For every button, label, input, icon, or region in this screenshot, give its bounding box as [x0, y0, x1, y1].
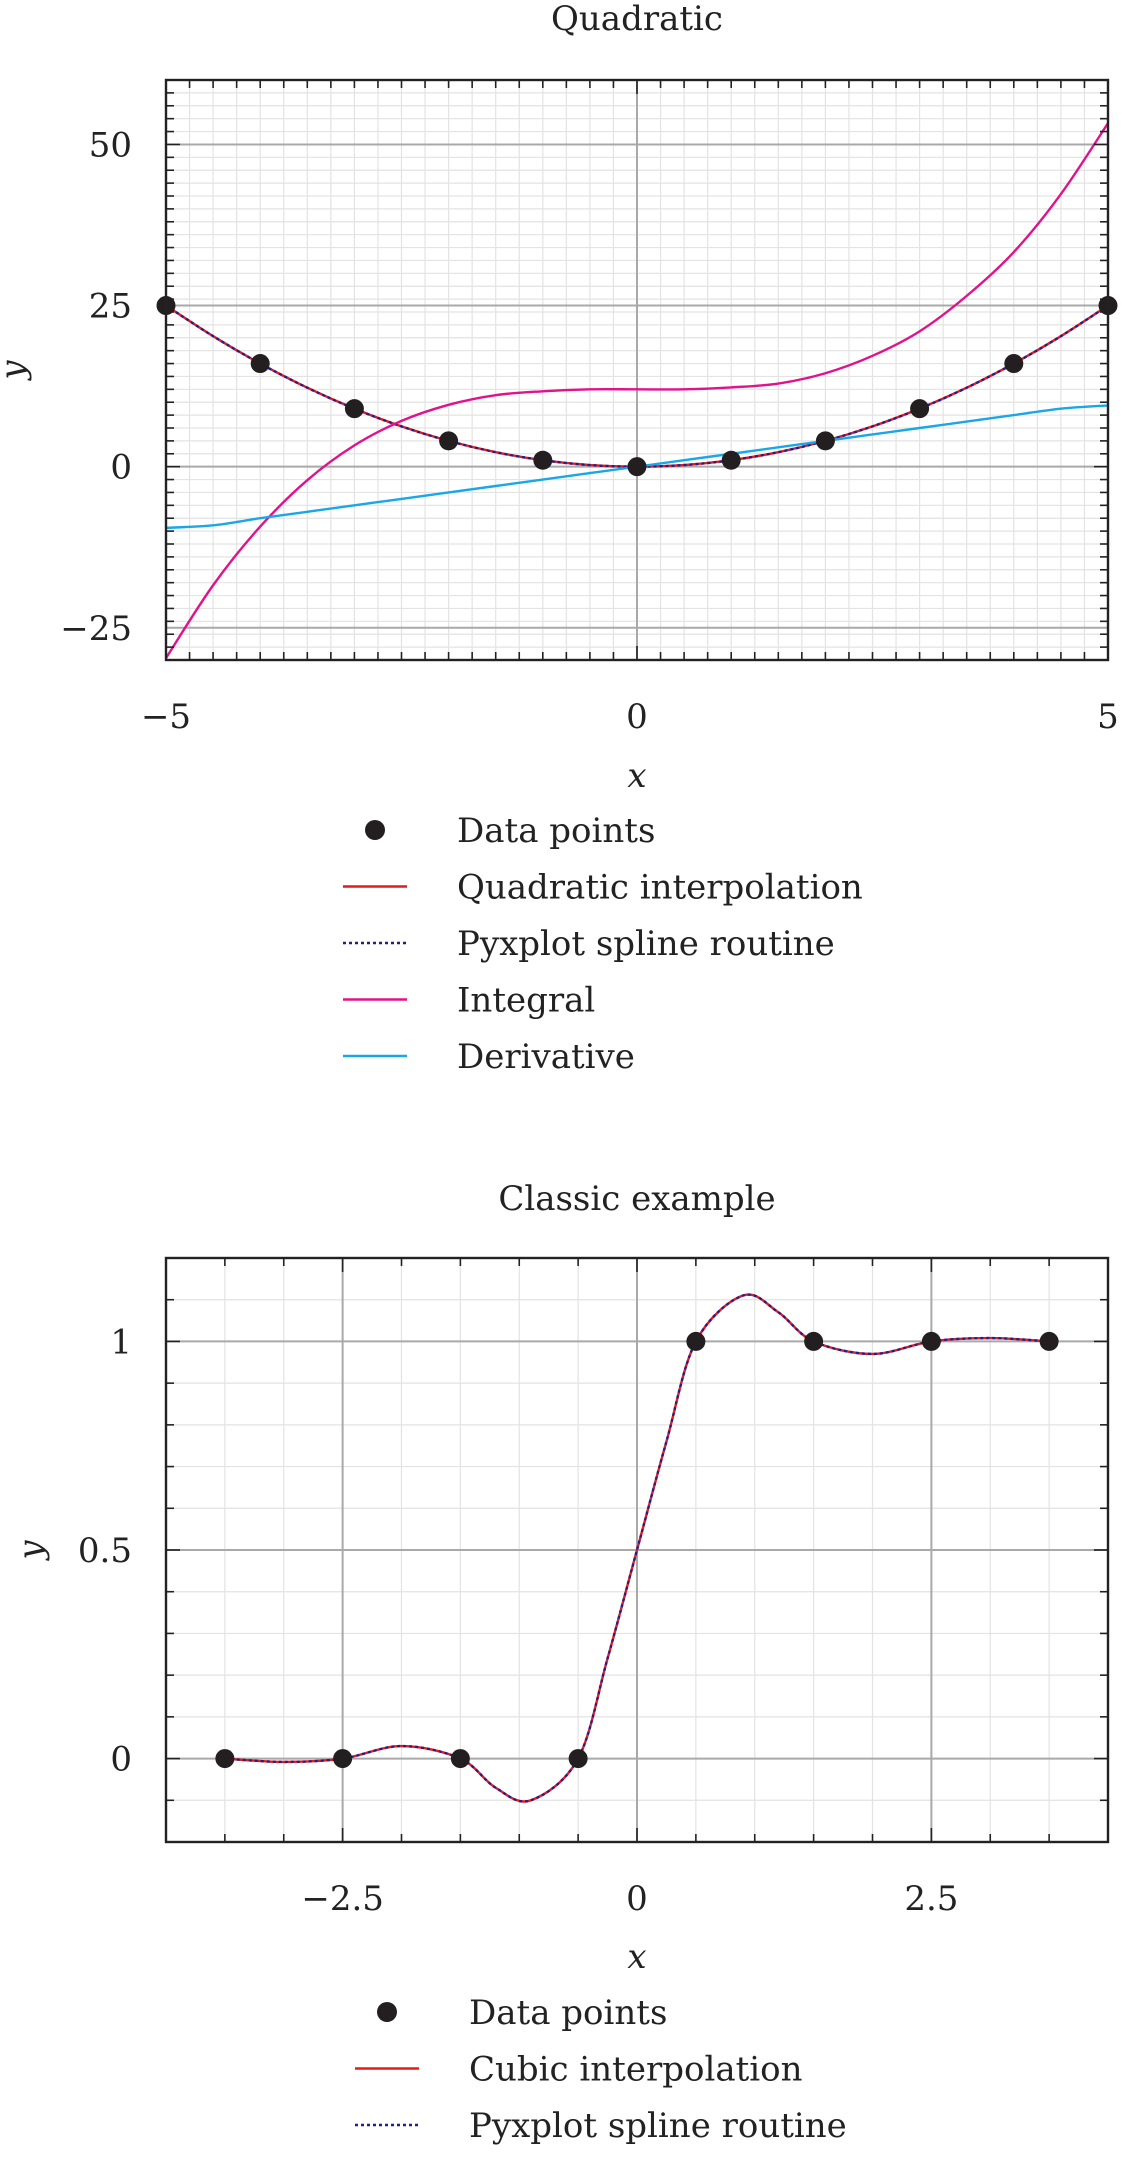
- data-point: [1004, 354, 1024, 374]
- y-axis-label: y: [11, 1540, 51, 1562]
- legend-entry: Derivative: [457, 1037, 635, 1077]
- x-tick-label: 2.5: [904, 1879, 958, 1919]
- tick-layer: −2.5 0 2.5 0 0.5 1: [78, 1322, 958, 1919]
- chart-quadratic: Quadratic −5 0 5 −25 0 25 50 x y Data points Qu…: [0, 0, 1119, 1077]
- chart-title: Quadratic: [551, 0, 723, 39]
- data-point: [815, 431, 835, 451]
- y-tick-label: 0.5: [78, 1531, 132, 1571]
- data-point: [686, 1331, 706, 1351]
- series-line-pyxplot-spline-routine: [224, 1293, 1050, 1803]
- data-point: [450, 1749, 470, 1769]
- data-point: [921, 1331, 941, 1351]
- plot-frame: [164, 1256, 1110, 1844]
- y-tick-label: 1: [110, 1322, 132, 1362]
- series-line-integral: [164, 122, 1109, 659]
- data-point: [250, 354, 270, 374]
- data-point: [533, 450, 553, 470]
- legend-entry: Quadratic interpolation: [457, 868, 863, 908]
- data-point: [344, 399, 364, 419]
- chart-title: Classic example: [498, 1179, 775, 1219]
- chart-classic-example: Classic example −2.5 0 2.5 0 0.5 1 x y Data p…: [11, 1179, 1110, 2146]
- legend-swatch: [365, 820, 385, 840]
- data-point: [1039, 1331, 1059, 1351]
- x-tick-label: 5: [1097, 697, 1119, 737]
- x-axis-label: x: [627, 756, 646, 796]
- legend-entry: Data points: [457, 811, 655, 851]
- y-axis-label: y: [0, 360, 33, 382]
- y-tick-label: 0: [110, 448, 132, 488]
- data-point: [439, 431, 459, 451]
- x-tick-label: −5: [141, 697, 191, 737]
- x-tick-label: −2.5: [301, 1879, 384, 1919]
- tick-layer: −5 0 5 −25 0 25 50: [60, 125, 1119, 737]
- y-tick-label: 25: [89, 287, 132, 327]
- x-axis-label: x: [627, 1937, 646, 1977]
- legend: Data points Quadratic interpolation Pyxplo…: [343, 811, 863, 1077]
- data-point: [333, 1749, 353, 1769]
- data-point: [215, 1749, 235, 1769]
- x-tick-label: 0: [626, 697, 648, 737]
- legend-entry: Data points: [469, 1993, 667, 2033]
- legend-entry: Pyxplot spline routine: [457, 924, 835, 964]
- legend: Data points Cubic interpolation Pyxplot sp…: [355, 1993, 847, 2146]
- plot-frame: [164, 78, 1110, 662]
- data-point: [627, 457, 647, 477]
- data-point: [910, 399, 930, 419]
- y-tick-label: 50: [89, 125, 132, 165]
- y-tick-label: −25: [60, 609, 132, 649]
- data-point: [721, 450, 741, 470]
- data-point: [568, 1749, 588, 1769]
- legend-entry: Integral: [457, 981, 595, 1021]
- x-tick-label: 0: [626, 1879, 648, 1919]
- legend-entry: Pyxplot spline routine: [469, 2106, 847, 2146]
- legend-entry: Cubic interpolation: [469, 2050, 803, 2090]
- data-point: [804, 1331, 824, 1351]
- legend-swatch: [377, 2002, 397, 2022]
- series-layer: [215, 1293, 1059, 1803]
- y-tick-label: 0: [110, 1740, 132, 1780]
- series-layer: [156, 122, 1118, 659]
